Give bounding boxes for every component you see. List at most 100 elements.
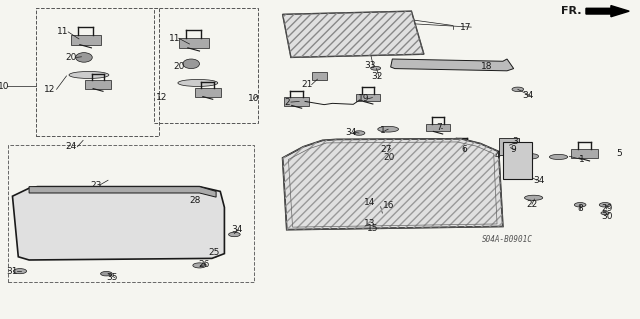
Text: 12: 12 <box>44 85 56 94</box>
Circle shape <box>601 211 609 215</box>
Circle shape <box>353 131 365 135</box>
Polygon shape <box>283 139 503 230</box>
Ellipse shape <box>178 79 218 86</box>
FancyArrow shape <box>586 6 629 17</box>
Circle shape <box>599 203 611 207</box>
Text: 9: 9 <box>511 145 516 154</box>
Text: FR.: FR. <box>561 6 582 16</box>
Text: 20: 20 <box>65 53 76 62</box>
Text: 1: 1 <box>579 155 585 164</box>
Text: 21: 21 <box>302 80 313 89</box>
Ellipse shape <box>115 191 127 198</box>
Bar <box>499 138 520 155</box>
Circle shape <box>525 154 539 159</box>
Text: 12: 12 <box>156 93 168 102</box>
Text: 14: 14 <box>364 198 376 207</box>
Text: 11: 11 <box>169 34 180 43</box>
Circle shape <box>362 41 370 44</box>
Text: 26: 26 <box>198 260 209 269</box>
Ellipse shape <box>524 195 543 200</box>
Bar <box>284 97 310 106</box>
Circle shape <box>403 62 412 66</box>
Text: 13: 13 <box>364 219 376 228</box>
Polygon shape <box>390 59 514 71</box>
Text: 10: 10 <box>248 94 259 103</box>
Ellipse shape <box>549 154 568 160</box>
Ellipse shape <box>178 195 193 202</box>
Circle shape <box>193 263 206 268</box>
Bar <box>356 94 380 101</box>
Bar <box>360 197 372 204</box>
Bar <box>312 72 326 80</box>
Text: 23: 23 <box>90 181 101 189</box>
Text: 35: 35 <box>106 273 118 282</box>
Polygon shape <box>12 187 225 260</box>
Ellipse shape <box>48 188 60 194</box>
Circle shape <box>512 87 524 92</box>
Text: 31: 31 <box>6 267 18 276</box>
Bar <box>37 219 100 247</box>
Ellipse shape <box>382 146 399 151</box>
Text: 6: 6 <box>461 145 467 154</box>
Text: 2: 2 <box>284 98 289 107</box>
Circle shape <box>369 223 379 227</box>
Text: 15: 15 <box>367 224 379 233</box>
Text: 10: 10 <box>0 82 10 91</box>
Circle shape <box>228 232 240 237</box>
Text: 4: 4 <box>494 151 500 160</box>
Circle shape <box>357 49 369 53</box>
Ellipse shape <box>100 271 112 276</box>
Bar <box>195 88 221 97</box>
Bar <box>36 8 159 136</box>
Ellipse shape <box>378 126 399 132</box>
Text: 19: 19 <box>358 94 370 103</box>
Text: 22: 22 <box>526 200 538 209</box>
Text: 16: 16 <box>383 201 395 210</box>
Polygon shape <box>503 142 532 179</box>
Text: 32: 32 <box>371 72 382 81</box>
Text: 20: 20 <box>383 153 395 162</box>
Text: 33: 33 <box>364 61 376 70</box>
Circle shape <box>468 209 479 212</box>
Text: 27: 27 <box>381 145 392 154</box>
Bar <box>426 124 450 131</box>
Bar <box>70 35 100 45</box>
Text: 25: 25 <box>209 248 220 256</box>
Circle shape <box>13 269 27 274</box>
Text: 34: 34 <box>522 91 534 100</box>
Circle shape <box>484 63 496 68</box>
Ellipse shape <box>388 153 400 160</box>
Ellipse shape <box>48 191 60 198</box>
Bar <box>179 38 209 48</box>
Text: 7: 7 <box>436 123 442 132</box>
Text: 8: 8 <box>577 204 583 213</box>
Circle shape <box>574 203 586 207</box>
Ellipse shape <box>76 53 92 62</box>
Text: 5: 5 <box>616 149 622 158</box>
Circle shape <box>371 66 381 70</box>
Text: 29: 29 <box>601 204 612 213</box>
Text: 20: 20 <box>173 63 184 71</box>
Polygon shape <box>29 187 216 197</box>
Text: 1: 1 <box>380 126 385 135</box>
Circle shape <box>306 218 317 222</box>
Ellipse shape <box>183 59 200 69</box>
Text: 28: 28 <box>189 197 201 205</box>
Bar <box>85 80 111 89</box>
Bar <box>8 145 253 282</box>
Ellipse shape <box>69 71 109 78</box>
Text: 34: 34 <box>231 225 243 234</box>
Bar <box>450 144 472 151</box>
Text: 3: 3 <box>513 137 518 146</box>
Ellipse shape <box>81 191 93 198</box>
Text: 24: 24 <box>65 142 76 151</box>
Text: 18: 18 <box>481 63 492 71</box>
Bar <box>154 8 258 123</box>
Text: 17: 17 <box>460 23 471 32</box>
Circle shape <box>460 218 471 222</box>
Polygon shape <box>283 11 424 57</box>
Circle shape <box>134 232 145 237</box>
Text: 30: 30 <box>601 212 612 221</box>
Bar <box>571 149 598 158</box>
Bar <box>123 219 194 247</box>
